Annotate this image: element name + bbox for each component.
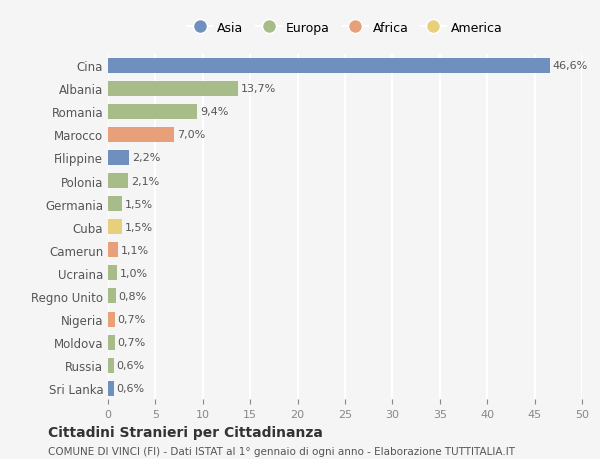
Text: 7,0%: 7,0%	[177, 130, 205, 140]
Bar	[108, 381, 113, 396]
Bar	[108, 105, 197, 119]
Text: 1,1%: 1,1%	[121, 245, 149, 255]
Text: 2,2%: 2,2%	[132, 153, 160, 163]
Text: 0,7%: 0,7%	[118, 337, 146, 347]
Legend: Asia, Europa, Africa, America: Asia, Europa, Africa, America	[182, 17, 508, 39]
Bar	[108, 335, 115, 350]
Text: 0,8%: 0,8%	[118, 291, 146, 301]
Bar	[108, 196, 122, 212]
Bar	[108, 128, 175, 143]
Text: 1,5%: 1,5%	[125, 199, 153, 209]
Bar	[108, 174, 128, 189]
Bar	[108, 289, 116, 304]
Text: 46,6%: 46,6%	[553, 61, 588, 71]
Text: 0,6%: 0,6%	[116, 360, 145, 370]
Text: 1,0%: 1,0%	[121, 269, 148, 278]
Bar	[108, 243, 118, 258]
Bar	[108, 220, 122, 235]
Bar	[108, 82, 238, 96]
Bar	[108, 312, 115, 327]
Text: Cittadini Stranieri per Cittadinanza: Cittadini Stranieri per Cittadinanza	[48, 425, 323, 439]
Bar	[108, 151, 129, 166]
Bar	[108, 358, 113, 373]
Text: 9,4%: 9,4%	[200, 107, 229, 117]
Bar	[108, 58, 550, 73]
Text: 0,6%: 0,6%	[116, 383, 145, 393]
Text: 13,7%: 13,7%	[241, 84, 276, 94]
Text: 2,1%: 2,1%	[131, 176, 159, 186]
Text: 1,5%: 1,5%	[125, 222, 153, 232]
Text: COMUNE DI VINCI (FI) - Dati ISTAT al 1° gennaio di ogni anno - Elaborazione TUTT: COMUNE DI VINCI (FI) - Dati ISTAT al 1° …	[48, 447, 515, 456]
Bar	[108, 266, 118, 281]
Text: 0,7%: 0,7%	[118, 314, 146, 325]
